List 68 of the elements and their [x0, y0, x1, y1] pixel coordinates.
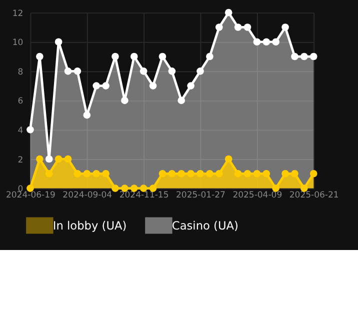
point: [206, 52, 214, 60]
legend-label: Casino (UA): [172, 218, 238, 232]
point: [45, 170, 53, 178]
x-tick-label: 2025-06-21: [289, 190, 339, 200]
point: [282, 24, 289, 31]
x-tick-label: 2024-11-15: [119, 190, 169, 200]
point: [168, 68, 176, 75]
point: [187, 170, 194, 178]
point: [83, 111, 91, 119]
point: [45, 155, 53, 163]
point: [112, 184, 119, 192]
y-tick-label: 6: [18, 96, 24, 107]
y-tick-label: 2: [18, 155, 24, 166]
point: [74, 68, 82, 75]
point: [121, 96, 128, 104]
x-tick-label: 2025-01-27: [176, 190, 226, 200]
point: [130, 52, 138, 60]
point: [187, 82, 194, 90]
point: [196, 68, 204, 75]
point: [234, 170, 242, 178]
point: [272, 38, 280, 46]
point: [26, 126, 34, 134]
point: [158, 170, 166, 178]
point: [244, 170, 252, 178]
point: [36, 52, 44, 60]
point: [64, 68, 72, 75]
point: [92, 170, 100, 178]
point: [158, 52, 166, 60]
point: [92, 82, 100, 90]
point: [178, 170, 186, 178]
point: [244, 24, 252, 31]
point: [168, 170, 176, 178]
point: [282, 170, 289, 178]
point: [291, 52, 298, 60]
x-tick-label: 2024-09-04: [62, 190, 112, 200]
point: [310, 170, 318, 178]
point: [224, 155, 232, 163]
x-tick-label: 2025-04-09: [232, 190, 282, 200]
y-tick-label: 12: [12, 8, 24, 19]
point: [224, 8, 232, 16]
point: [54, 38, 62, 46]
point: [253, 38, 261, 46]
y-tick-label: 8: [18, 67, 24, 78]
point: [64, 155, 72, 163]
point: [102, 170, 110, 178]
point: [178, 96, 186, 104]
point: [74, 170, 82, 178]
point: [310, 52, 318, 60]
point: [215, 24, 223, 31]
point: [206, 170, 214, 178]
point: [196, 170, 204, 178]
point: [149, 82, 157, 90]
point: [112, 52, 119, 60]
point: [262, 38, 270, 46]
point: [291, 170, 298, 178]
y-tick-label: 4: [18, 126, 24, 136]
point: [36, 155, 44, 163]
legend-label: In lobby (UA): [52, 218, 127, 232]
point: [215, 170, 223, 178]
point: [54, 155, 62, 163]
point: [262, 170, 270, 178]
point: [234, 24, 242, 31]
y-tick-label: 10: [12, 38, 24, 48]
point: [83, 170, 91, 178]
point: [102, 82, 110, 90]
point: [300, 52, 308, 60]
point: [253, 170, 261, 178]
point: [140, 68, 148, 75]
